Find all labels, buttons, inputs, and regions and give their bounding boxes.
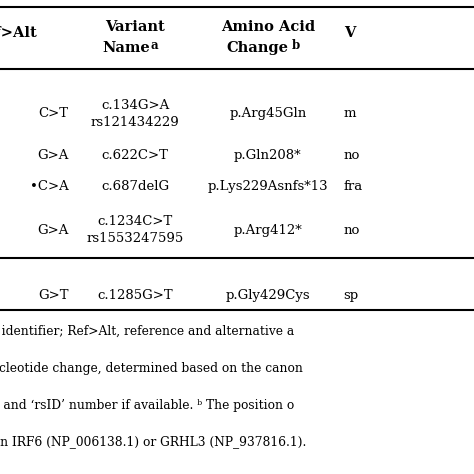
Text: p.Gln208*: p.Gln208* xyxy=(234,149,301,162)
Text: rein IRF6 (NP_006138.1) or GRHL3 (NP_937816.1).: rein IRF6 (NP_006138.1) or GRHL3 (NP_937… xyxy=(0,436,307,448)
Text: no: no xyxy=(344,149,360,162)
Text: a: a xyxy=(151,38,158,52)
Text: Amino Acid: Amino Acid xyxy=(221,20,315,35)
Text: b: b xyxy=(292,38,300,52)
Text: G>A: G>A xyxy=(37,224,69,237)
Text: no: no xyxy=(344,224,360,237)
Text: c.687delG: c.687delG xyxy=(101,180,169,193)
Text: c.622C>T: c.622C>T xyxy=(101,149,169,162)
Text: sp: sp xyxy=(344,289,359,302)
Text: nucleotide change, determined based on the canon: nucleotide change, determined based on t… xyxy=(0,362,303,375)
Text: p.Gly429Cys: p.Gly429Cys xyxy=(226,289,310,302)
Text: C>T: C>T xyxy=(39,107,69,120)
Text: p.Lys229Asnfs*13: p.Lys229Asnfs*13 xyxy=(208,180,328,193)
Text: fra: fra xyxy=(344,180,363,193)
Text: 5), and ‘rsID’ number if available. ᵇ The position o: 5), and ‘rsID’ number if available. ᵇ Th… xyxy=(0,399,295,411)
Text: •C>A: •C>A xyxy=(30,180,69,193)
Text: G>A: G>A xyxy=(37,149,69,162)
Text: Change: Change xyxy=(227,41,288,55)
Text: p.Arg412*: p.Arg412* xyxy=(233,224,302,237)
Text: c.134G>A
rs121434229: c.134G>A rs121434229 xyxy=(91,99,180,129)
Text: m: m xyxy=(344,107,356,120)
Text: Variant: Variant xyxy=(105,20,165,35)
Text: c.1285G>T: c.1285G>T xyxy=(97,289,173,302)
Text: ily identifier; Ref>Alt, reference and alternative a: ily identifier; Ref>Alt, reference and a… xyxy=(0,325,295,338)
Text: p.Arg45Gln: p.Arg45Gln xyxy=(229,107,306,120)
Text: V: V xyxy=(344,26,355,40)
Text: ef>Alt: ef>Alt xyxy=(0,26,37,40)
Text: Name: Name xyxy=(103,41,150,55)
Text: G>T: G>T xyxy=(38,289,69,302)
Text: c.1234C>T
rs1553247595: c.1234C>T rs1553247595 xyxy=(86,215,184,246)
